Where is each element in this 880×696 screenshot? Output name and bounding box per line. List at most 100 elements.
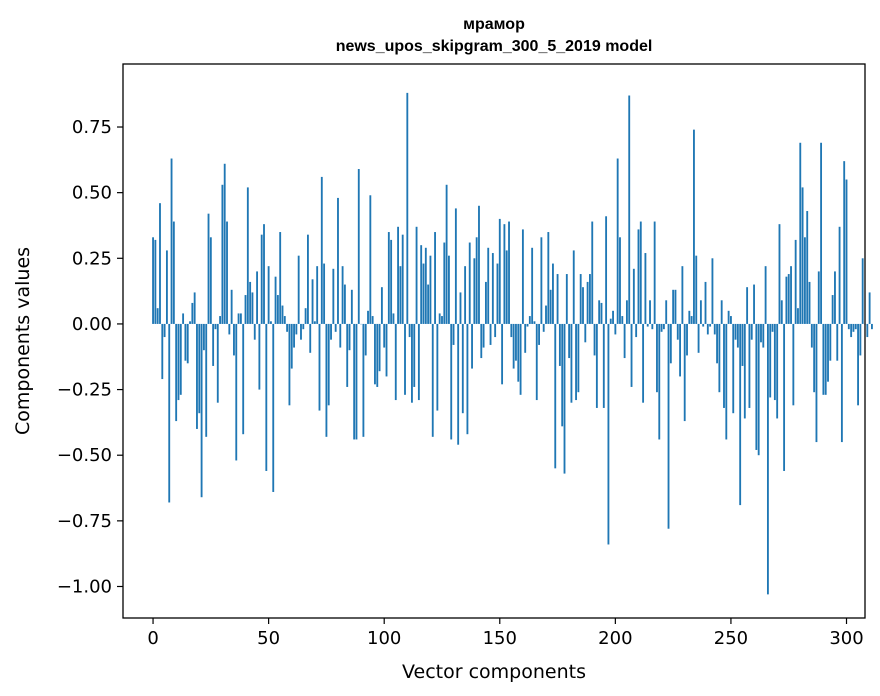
bar bbox=[443, 242, 446, 324]
bar bbox=[649, 300, 651, 324]
bar bbox=[575, 323, 577, 401]
bar bbox=[337, 197, 339, 324]
bar bbox=[399, 266, 402, 324]
bar bbox=[658, 323, 661, 440]
bar bbox=[417, 323, 420, 401]
bar bbox=[508, 221, 510, 324]
bar bbox=[843, 161, 846, 324]
bar bbox=[438, 313, 441, 324]
bar bbox=[813, 323, 816, 393]
bar bbox=[369, 195, 372, 324]
bar bbox=[857, 323, 859, 406]
bar bbox=[270, 321, 272, 324]
bar bbox=[750, 323, 753, 340]
bar bbox=[512, 323, 515, 369]
bar bbox=[281, 305, 284, 324]
bar bbox=[829, 323, 832, 361]
bar bbox=[827, 323, 829, 382]
bar bbox=[547, 232, 550, 324]
bar bbox=[834, 271, 836, 324]
bar bbox=[274, 276, 277, 324]
bar bbox=[371, 316, 374, 324]
bar bbox=[861, 258, 864, 324]
bar bbox=[302, 323, 305, 330]
bar bbox=[459, 292, 462, 324]
bar bbox=[376, 323, 379, 387]
bar bbox=[630, 323, 633, 387]
bar bbox=[558, 323, 561, 366]
bar bbox=[242, 323, 245, 435]
bar bbox=[445, 184, 448, 324]
bar bbox=[741, 323, 744, 366]
bar bbox=[480, 323, 483, 359]
bar bbox=[196, 323, 198, 429]
bar bbox=[235, 323, 238, 461]
bar bbox=[757, 323, 760, 456]
bar bbox=[251, 292, 254, 324]
bar bbox=[723, 323, 725, 408]
bar bbox=[401, 234, 404, 324]
bars-group bbox=[152, 92, 873, 595]
bar bbox=[771, 323, 774, 332]
bar bbox=[822, 323, 825, 395]
bar bbox=[411, 323, 413, 403]
x-axis-label: Vector components bbox=[402, 661, 586, 683]
bar bbox=[776, 323, 779, 419]
bar bbox=[491, 253, 494, 324]
bar bbox=[343, 284, 346, 324]
bar bbox=[676, 323, 679, 340]
bar bbox=[482, 323, 485, 348]
y-tick-label: −1.00 bbox=[57, 576, 112, 597]
bar bbox=[177, 323, 180, 401]
x-tick-label: 150 bbox=[483, 628, 517, 649]
bar bbox=[556, 274, 559, 324]
bar bbox=[665, 300, 668, 324]
bar bbox=[286, 323, 289, 332]
bar bbox=[452, 323, 455, 345]
bar bbox=[258, 323, 261, 390]
bar bbox=[170, 158, 173, 324]
bar bbox=[531, 247, 534, 324]
bar bbox=[450, 323, 453, 440]
bar bbox=[595, 323, 598, 408]
bar bbox=[355, 323, 358, 440]
bar bbox=[265, 323, 268, 471]
bar bbox=[623, 323, 626, 359]
bar bbox=[318, 323, 321, 411]
bar bbox=[651, 323, 654, 330]
bar bbox=[780, 300, 783, 324]
bar bbox=[295, 323, 298, 335]
x-tick-label: 300 bbox=[829, 628, 863, 649]
bar bbox=[871, 323, 873, 330]
bar bbox=[233, 323, 235, 356]
bar bbox=[313, 321, 316, 324]
bar bbox=[427, 284, 430, 324]
chart-title: мрамор bbox=[463, 16, 525, 33]
bar bbox=[420, 245, 423, 324]
bar bbox=[868, 292, 871, 324]
bar bbox=[528, 316, 531, 324]
bar bbox=[656, 323, 658, 393]
bar bbox=[323, 263, 326, 324]
y-tick-label: −0.75 bbox=[57, 511, 112, 532]
bar bbox=[392, 313, 395, 324]
bar bbox=[353, 323, 356, 440]
bar bbox=[346, 323, 349, 387]
bar bbox=[542, 323, 545, 332]
bar bbox=[223, 163, 226, 324]
bar bbox=[468, 242, 471, 324]
bar bbox=[730, 316, 732, 324]
bar bbox=[709, 323, 712, 327]
bar bbox=[563, 323, 566, 474]
x-tick-label: 50 bbox=[257, 628, 280, 649]
bar bbox=[790, 266, 792, 324]
bar bbox=[212, 323, 215, 366]
bar bbox=[683, 323, 686, 422]
bar bbox=[422, 263, 425, 324]
x-tick-label: 100 bbox=[367, 628, 401, 649]
bar bbox=[503, 224, 506, 324]
bar bbox=[591, 221, 594, 324]
bar bbox=[454, 208, 457, 324]
bar bbox=[725, 323, 728, 440]
